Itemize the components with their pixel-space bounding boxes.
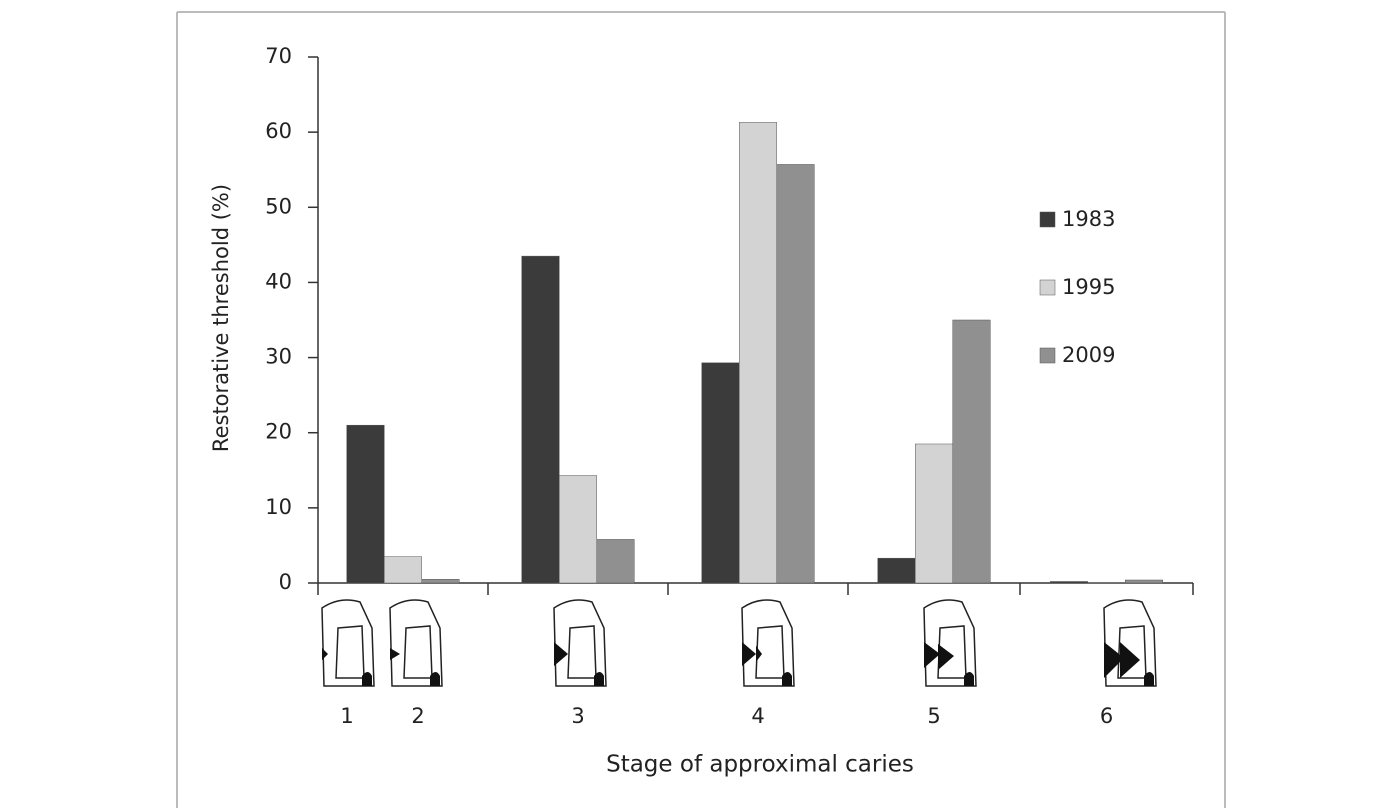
bar (1050, 581, 1088, 584)
bar (739, 122, 777, 584)
x-tick-label: 4 (751, 704, 764, 728)
x-tick-label: 1 (340, 704, 353, 728)
bar (521, 255, 560, 584)
group-dividers (317, 583, 1194, 595)
bar (559, 475, 597, 584)
x-tick-label: 5 (927, 704, 940, 728)
x-tick-label: 6 (1100, 704, 1113, 728)
y-tick-label: 70 (265, 44, 292, 68)
bar (952, 319, 991, 584)
x-tick-label: 3 (571, 704, 584, 728)
bar (915, 443, 953, 584)
legend-label: 2009 (1062, 343, 1115, 367)
bar (776, 164, 815, 584)
legend-label: 1995 (1062, 275, 1115, 299)
y-tick-label: 10 (265, 495, 292, 519)
y-tick-label: 40 (265, 269, 292, 293)
bar (1125, 579, 1163, 584)
y-tick-label: 0 (279, 570, 292, 594)
legend-swatch (1039, 347, 1056, 364)
bar (1087, 581, 1126, 584)
tooth-icons (321, 599, 1157, 687)
bar (701, 362, 740, 584)
y-tick-label: 60 (265, 119, 292, 143)
bar (421, 578, 460, 584)
x-axis-label: Stage of approximal caries (606, 752, 914, 778)
bar (346, 424, 385, 584)
bar (596, 539, 635, 584)
legend-label: 1983 (1062, 207, 1115, 231)
legend-swatch (1039, 211, 1056, 228)
y-tick-label: 30 (265, 345, 292, 369)
y-axis-label: Restorative threshold (%) (209, 184, 233, 452)
legend-swatch (1039, 279, 1056, 296)
y-tick-label: 50 (265, 194, 292, 218)
bar (384, 556, 422, 584)
bar (877, 557, 916, 584)
x-tick-label: 2 (411, 704, 424, 728)
y-tick-label: 20 (265, 420, 292, 444)
